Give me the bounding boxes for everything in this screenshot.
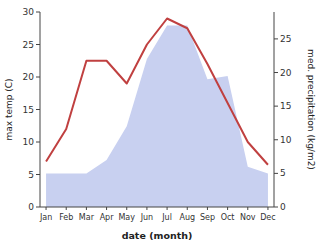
x-tick (247, 207, 248, 210)
y-tick-label: 30 (23, 7, 35, 17)
y-tick (36, 207, 40, 208)
x-tick-label: Feb (59, 213, 73, 222)
x-tick-label: Nov (240, 213, 256, 222)
x-tick-label: Oct (221, 213, 235, 222)
x-tick (46, 207, 47, 210)
x-tick (106, 207, 107, 210)
x-tick-label: Dec (260, 213, 275, 222)
plot-area (46, 19, 268, 208)
y2-tick (274, 173, 278, 174)
x-tick-label: Mar (79, 213, 95, 222)
x-tick-label: May (118, 213, 135, 222)
x-tick-label: Jan (39, 213, 52, 222)
temperature-line (46, 19, 268, 165)
y2-tick (274, 72, 278, 73)
y-tick-label: 5 (28, 170, 34, 180)
y2-tick (274, 38, 278, 39)
x-tick (267, 207, 268, 210)
y-axis-label: max temp (C) (4, 78, 14, 140)
y2-tick-label: 10 (280, 135, 292, 145)
y2-tick (274, 106, 278, 107)
y2-tick-label: 15 (280, 101, 291, 111)
y-tick (36, 12, 40, 13)
x-axis-line (40, 207, 274, 208)
x-tick (66, 207, 67, 210)
x-tick (167, 207, 168, 210)
y2-tick (274, 139, 278, 140)
x-tick-label: Jul (161, 213, 172, 222)
y-tick (36, 109, 40, 110)
y-tick-label: 0 (28, 202, 34, 212)
x-tick-label: Aug (179, 213, 195, 222)
y-tick (36, 174, 40, 175)
x-tick (146, 207, 147, 210)
y-tick-label: 25 (23, 40, 34, 50)
y-tick (36, 142, 40, 143)
x-axis-label: date (month) (122, 230, 193, 241)
y2-tick-label: 25 (280, 34, 291, 44)
y2-tick-label: 5 (280, 168, 286, 178)
x-tick-label: Sep (200, 213, 215, 222)
y2-tick (274, 207, 278, 208)
x-tick-label: Apr (100, 213, 115, 222)
x-tick-label: Jun (140, 213, 154, 222)
y-tick (36, 44, 40, 45)
chart: 0 5 10 15 20 25 30 0 5 10 15 20 25 Jan Feb Mar AprMay Jun… (0, 0, 318, 247)
y-tick-label: 10 (23, 137, 35, 147)
y2-tick-label: 0 (280, 202, 286, 212)
x-tick (207, 207, 208, 210)
x-tick (187, 207, 188, 210)
x-tick (126, 207, 127, 210)
y-tick (36, 77, 40, 78)
x-tick (86, 207, 87, 210)
y2-tick-label: 20 (280, 68, 292, 78)
y-tick-label: 20 (23, 72, 35, 82)
y2-axis-label: med. precipitation (kg/m2) (306, 49, 316, 170)
y-tick-label: 15 (23, 105, 34, 115)
y2-axis-line (274, 12, 275, 207)
x-tick (227, 207, 228, 210)
